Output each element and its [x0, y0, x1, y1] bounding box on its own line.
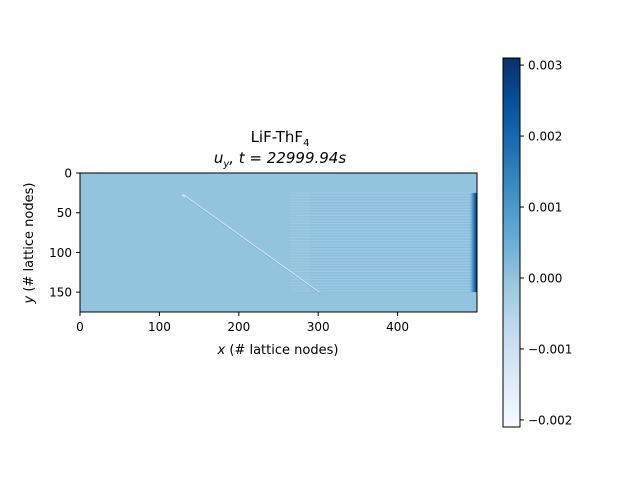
colorbar-ticks: 0.003 0.002 0.001 0.000 −0.001 −0.002: [520, 59, 572, 427]
x-tick-label: 100: [148, 320, 171, 334]
colorbar-tick-label: −0.002: [528, 413, 572, 427]
fringe-region: [290, 192, 474, 293]
chart-title-line2: uy, t = 22999.94s: [214, 149, 347, 170]
colorbar-tick-label: 0.000: [528, 271, 562, 285]
colorbar-tick-label: 0.003: [528, 59, 562, 73]
x-tick-label: 300: [307, 320, 330, 334]
y-tick-label: 150: [49, 286, 72, 300]
y-axis-ticks: 0 50 100 150: [49, 167, 80, 300]
x-axis-label: x (# lattice nodes): [217, 343, 339, 358]
plot-frame: [79, 172, 478, 313]
colorbar-tick-label: −0.001: [528, 342, 572, 356]
x-tick-label: 400: [386, 320, 409, 334]
colorbar-tick-label: 0.002: [528, 130, 562, 144]
y-tick-label: 50: [57, 206, 72, 220]
y-axis-label: y (# lattice nodes): [22, 183, 37, 305]
right-edge-peak: [469, 192, 477, 293]
x-axis-ticks: 0 100 200 300 400: [76, 312, 409, 334]
heatmap: [80, 173, 477, 312]
y-tick-label: 0: [64, 167, 72, 181]
colorbar-tick-label: 0.001: [528, 201, 562, 215]
diagonal-wave-dark: [184, 196, 321, 295]
heatmap-background: [80, 173, 477, 312]
x-tick-label: 200: [227, 320, 250, 334]
chart-title-line1: LiF-ThF4: [251, 128, 310, 149]
colorbar: [502, 57, 521, 428]
y-tick-label: 100: [49, 246, 72, 260]
x-tick-label: 0: [76, 320, 84, 334]
